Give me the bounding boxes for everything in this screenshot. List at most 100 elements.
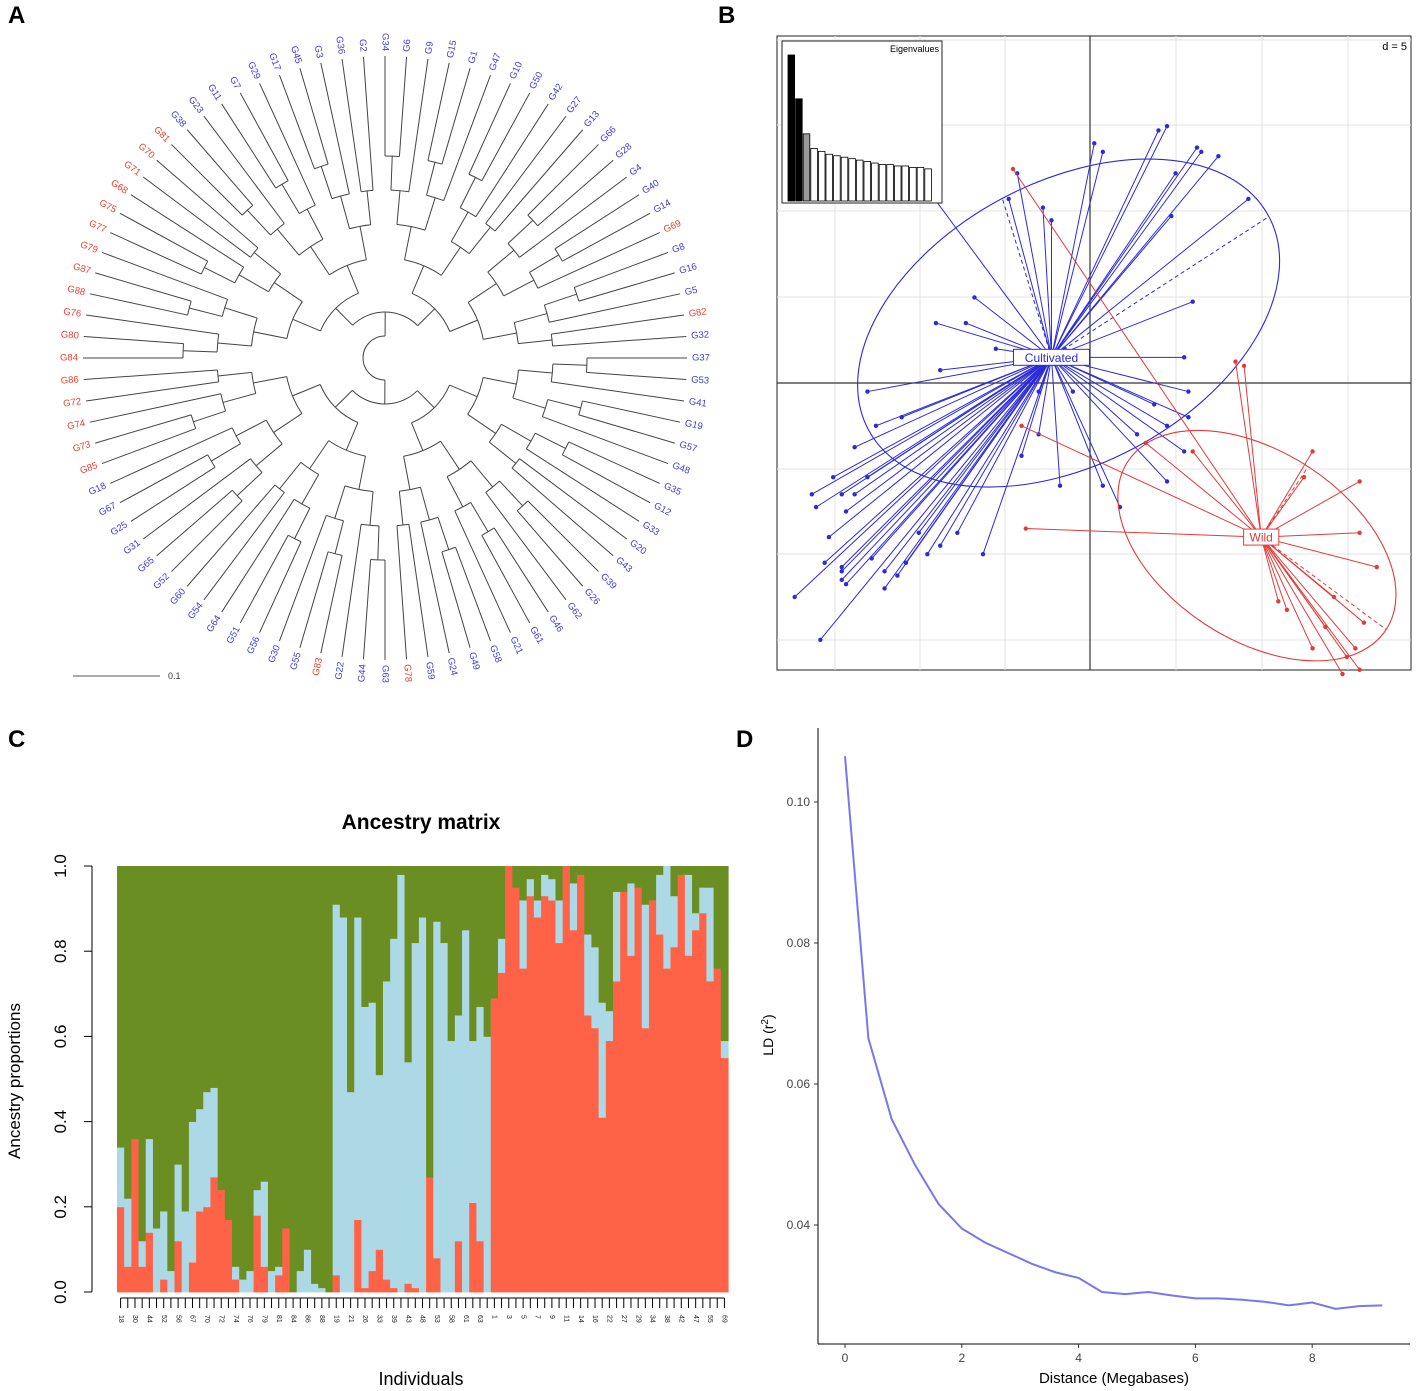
data-point bbox=[1353, 646, 1358, 651]
star-line bbox=[1051, 130, 1159, 358]
bar-segment bbox=[598, 1117, 607, 1293]
bar-segment bbox=[706, 887, 715, 982]
star-line bbox=[1051, 173, 1177, 358]
dendro-branch bbox=[527, 500, 599, 572]
data-point bbox=[831, 474, 836, 480]
bar-segment bbox=[145, 1232, 154, 1293]
dendro-arc bbox=[268, 273, 282, 292]
x-tick-label: 9 bbox=[548, 1315, 555, 1319]
star-line bbox=[1261, 536, 1377, 568]
y-tick-label: 0.4 bbox=[51, 1110, 70, 1134]
eigenvalue-bar bbox=[863, 161, 871, 202]
x-tick-label: 52 bbox=[160, 1315, 167, 1323]
y-axis-label: LD (r2) bbox=[760, 1014, 777, 1055]
dendro-branch bbox=[369, 491, 374, 526]
dendro-arc bbox=[207, 454, 216, 468]
dendro-branch bbox=[507, 219, 534, 244]
dendro-branch bbox=[89, 293, 188, 316]
x-tick-label: 84 bbox=[289, 1315, 296, 1323]
bar-segment bbox=[361, 1006, 370, 1289]
dendro-branch bbox=[544, 293, 577, 306]
tip-label: G25 bbox=[109, 519, 130, 538]
dendro-arc bbox=[234, 266, 245, 284]
panel-a-dendrogram: G37G53G41G19G57G48G35G12G33G20G43G39G26G… bbox=[60, 33, 710, 683]
data-point bbox=[1152, 402, 1157, 407]
dendro-branch bbox=[578, 272, 675, 302]
dendro-branch bbox=[562, 454, 651, 504]
tip-label: G80 bbox=[60, 329, 79, 341]
x-tick-label: 38 bbox=[663, 1315, 670, 1323]
star-line bbox=[926, 357, 1052, 555]
tip-label: G68 bbox=[109, 178, 130, 197]
x-tick-label: 88 bbox=[318, 1315, 325, 1323]
bar-segment bbox=[663, 866, 672, 969]
dendro-arc bbox=[468, 173, 483, 182]
dendro-branch bbox=[398, 491, 404, 526]
bar-segment bbox=[404, 1283, 413, 1293]
bar-segment bbox=[253, 1215, 262, 1293]
bar-segment bbox=[210, 866, 219, 1088]
star-line bbox=[1051, 198, 1249, 358]
dendro-branch bbox=[217, 371, 252, 377]
tip-label: G69 bbox=[662, 218, 683, 235]
bar-segment bbox=[382, 1279, 391, 1293]
tip-label: G86 bbox=[60, 374, 79, 386]
dendro-branch bbox=[253, 252, 281, 275]
bar-segment bbox=[426, 866, 434, 1178]
data-point bbox=[1023, 526, 1028, 531]
tip-label: G34 bbox=[379, 33, 390, 51]
star-line bbox=[845, 356, 1052, 585]
dendro-branch bbox=[292, 318, 321, 332]
bar-segment bbox=[641, 904, 650, 1029]
bar-segment bbox=[720, 1057, 729, 1293]
dendro-arc bbox=[485, 223, 496, 232]
dendro-branch bbox=[358, 455, 366, 490]
dendro-arc bbox=[411, 384, 451, 424]
tip-label: G39 bbox=[598, 571, 618, 591]
dendro-branch bbox=[221, 499, 295, 613]
x-axis-label: Distance (Megabases) bbox=[1039, 1370, 1189, 1387]
x-tick-label: 14 bbox=[577, 1315, 584, 1323]
bar-segment bbox=[368, 1270, 377, 1293]
tip-label: G30 bbox=[266, 644, 283, 665]
ellipse-axis bbox=[1051, 216, 1270, 358]
chart-title: Ancestry matrix bbox=[342, 811, 501, 834]
data-point bbox=[938, 543, 943, 548]
dendro-arc bbox=[467, 302, 484, 340]
bar-segment bbox=[260, 1266, 269, 1293]
x-tick-label: 21 bbox=[347, 1315, 354, 1323]
bar-segment bbox=[404, 866, 413, 1063]
dendro-branch bbox=[481, 92, 531, 181]
dendro-branch bbox=[211, 443, 241, 462]
bar-segment bbox=[418, 917, 427, 1293]
dendro-branch bbox=[246, 209, 271, 236]
bar-segment bbox=[598, 866, 607, 1003]
tip-label: G13 bbox=[582, 109, 602, 130]
dendro-arc bbox=[441, 546, 456, 553]
bar-segment bbox=[720, 866, 729, 1042]
data-point bbox=[1190, 299, 1195, 304]
bar-segment bbox=[648, 900, 657, 1293]
bar-segment bbox=[239, 866, 247, 1280]
bar-segment bbox=[145, 866, 154, 1140]
x-tick-label: 8 bbox=[1309, 1351, 1316, 1365]
group-label-box bbox=[1243, 528, 1280, 546]
tip-label: G79 bbox=[79, 239, 100, 256]
tip-label: G52 bbox=[151, 571, 171, 591]
dendro-arc bbox=[250, 458, 263, 473]
bar-segment bbox=[469, 1202, 478, 1293]
dendro-arc bbox=[585, 357, 588, 373]
dendro-branch bbox=[586, 371, 687, 381]
dendro-arc bbox=[573, 287, 580, 302]
bar-segment bbox=[569, 929, 578, 1293]
data-point bbox=[1186, 415, 1191, 420]
data-point bbox=[1284, 607, 1290, 613]
dendro-branch bbox=[552, 363, 587, 366]
tip-label: G40 bbox=[640, 178, 661, 197]
data-point bbox=[839, 564, 844, 570]
bar-segment bbox=[699, 887, 708, 914]
bar-segment bbox=[706, 866, 715, 888]
bar-segment bbox=[411, 1287, 420, 1293]
bar-segment bbox=[397, 874, 406, 1293]
bar-segment bbox=[174, 866, 183, 1165]
